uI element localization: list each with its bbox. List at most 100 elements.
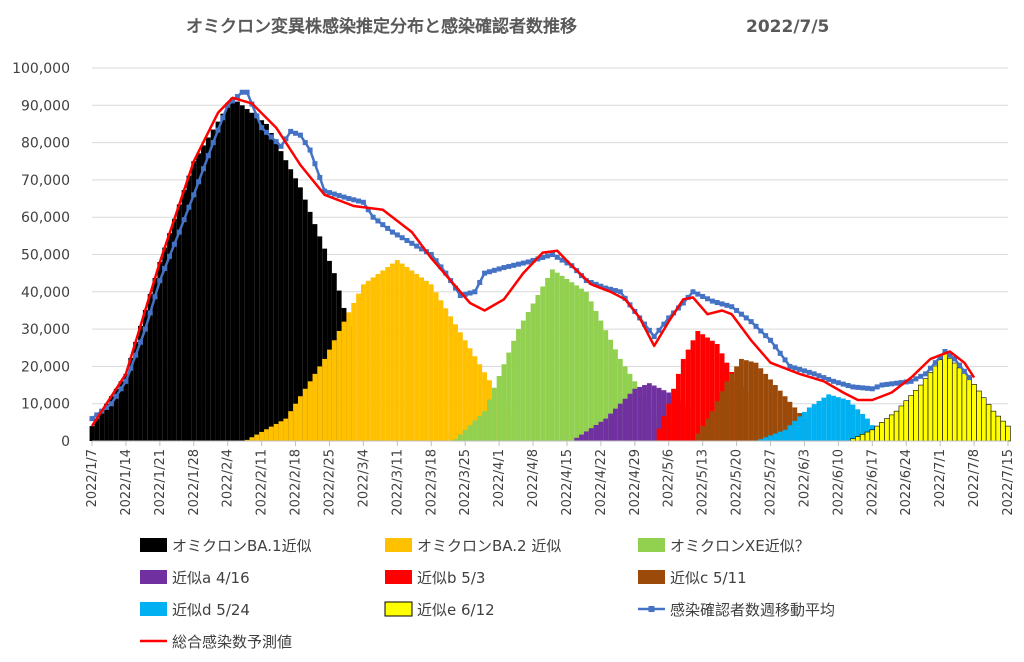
line-point	[118, 386, 124, 392]
line-point	[782, 357, 788, 363]
bar	[864, 431, 871, 442]
bar	[845, 399, 851, 441]
bar	[598, 320, 604, 441]
bar	[656, 428, 662, 441]
line-point	[666, 315, 672, 321]
bar	[409, 270, 415, 441]
line-point	[486, 269, 492, 275]
bar	[462, 340, 468, 441]
bar	[433, 292, 439, 441]
bar	[375, 273, 381, 441]
bar	[579, 434, 584, 441]
bar	[922, 378, 929, 442]
line-point	[496, 266, 502, 272]
bar	[152, 277, 158, 441]
bar	[671, 388, 677, 441]
legend-label: 近似c 5/11	[670, 569, 747, 587]
bar	[559, 275, 565, 441]
bar	[142, 309, 148, 441]
bar	[608, 413, 614, 441]
line-point	[879, 382, 885, 388]
line-point	[961, 368, 967, 374]
x-tick-label: 2022/2/11	[255, 449, 270, 516]
bar	[491, 387, 497, 441]
bar	[855, 436, 861, 442]
line-point	[913, 376, 919, 382]
line-point	[772, 344, 778, 350]
line-point	[850, 384, 856, 390]
x-tick-label: 2022/5/27	[764, 449, 779, 516]
bar	[583, 431, 589, 441]
line-point	[748, 319, 754, 325]
line-point	[598, 283, 604, 289]
x-tick-label: 2022/5/6	[662, 449, 677, 507]
bar-series	[89, 97, 1011, 442]
legend-swatch	[638, 538, 665, 552]
bar	[617, 358, 623, 441]
y-tick-label: 10,000	[21, 397, 70, 413]
bar	[215, 121, 221, 442]
bar	[254, 434, 260, 441]
bar	[162, 247, 168, 441]
bar	[423, 280, 429, 441]
bar	[927, 372, 934, 442]
line-point	[705, 296, 711, 302]
bar	[583, 291, 589, 441]
bar	[205, 137, 211, 441]
bar	[574, 285, 580, 441]
line-point	[753, 323, 759, 329]
bar	[525, 312, 531, 441]
bar	[336, 330, 342, 441]
x-tick-label: 2022/6/24	[899, 449, 914, 516]
line-point	[191, 192, 197, 198]
bar	[724, 381, 730, 441]
bar	[297, 396, 303, 441]
bar	[777, 390, 783, 441]
line-point	[884, 381, 890, 387]
bar	[259, 431, 265, 441]
bar	[341, 321, 347, 441]
line-point	[942, 348, 948, 354]
legend-label: オミクロンBA.1近似	[172, 537, 312, 555]
bar	[966, 377, 972, 442]
bar	[617, 403, 623, 441]
line-point	[273, 139, 279, 145]
bar	[661, 416, 667, 441]
bar	[520, 320, 526, 441]
line-point	[530, 257, 536, 263]
line-point	[147, 310, 153, 316]
line-point	[947, 352, 953, 358]
bar	[918, 384, 924, 442]
y-axis: 0 10,000 20,000 30,000 40,000 50,000 60,000 70,…	[12, 61, 70, 450]
bar	[438, 300, 444, 441]
bar	[835, 397, 841, 441]
line-point	[937, 354, 943, 360]
bar	[244, 439, 250, 441]
bar	[768, 435, 773, 441]
bar	[865, 418, 870, 441]
bar	[879, 422, 885, 442]
bar	[399, 263, 405, 441]
line-point	[801, 368, 807, 374]
line-point	[491, 267, 497, 273]
bar	[816, 400, 822, 441]
legend-item: 近似c 5/11	[638, 569, 747, 587]
bar	[249, 437, 255, 441]
line-point	[923, 371, 929, 377]
line-point	[268, 134, 274, 140]
bar	[932, 365, 939, 442]
legend-item: 近似d 5/24	[140, 601, 250, 619]
bar	[603, 330, 609, 441]
bar	[501, 364, 507, 441]
bar	[443, 308, 449, 441]
bar	[331, 340, 337, 441]
line-point	[259, 125, 265, 131]
y-tick-label: 90,000	[21, 98, 70, 114]
bar	[448, 316, 454, 441]
bar	[811, 404, 817, 441]
line-point	[690, 289, 696, 295]
bar	[138, 325, 143, 441]
bar	[268, 426, 274, 441]
bar	[225, 105, 231, 442]
legend-swatch	[140, 570, 167, 584]
